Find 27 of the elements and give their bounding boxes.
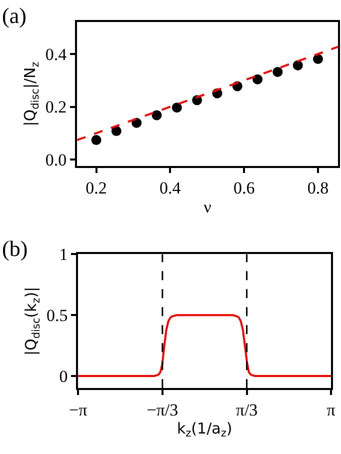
x-tick-label: π/3 [236,400,258,420]
point [272,66,283,77]
point [292,60,303,70]
x-tick-label: 0.8 [307,178,329,198]
chart-title: (a) [2,3,26,28]
x-tick-label: 0.2 [86,178,107,198]
chart-title: (b) [2,236,28,261]
y-tick-label: 0.5 [46,306,68,326]
point [152,110,162,120]
point [252,74,263,84]
x-tick-label: −π/3 [146,400,178,420]
y-tick-label: 0.2 [45,98,67,117]
point [111,126,122,136]
x-axis-title: ν [204,197,212,216]
y-tick-label: 0 [59,366,68,386]
point [172,102,182,113]
y-tick-label: 0.4 [45,44,68,64]
x-axis-title: k$_{z}$(1/a$_{z}$) [176,420,232,440]
x-tick-label: −π [69,400,88,420]
point [91,135,102,146]
y-tick-label: 1 [59,245,68,264]
point [312,54,323,64]
x-tick-label: π [326,400,336,420]
y-tick-label: 0.0 [45,150,67,170]
line-series [78,314,332,377]
x-tick-label: 0.4 [160,178,182,198]
x-tick-label: 0.6 [233,178,255,198]
